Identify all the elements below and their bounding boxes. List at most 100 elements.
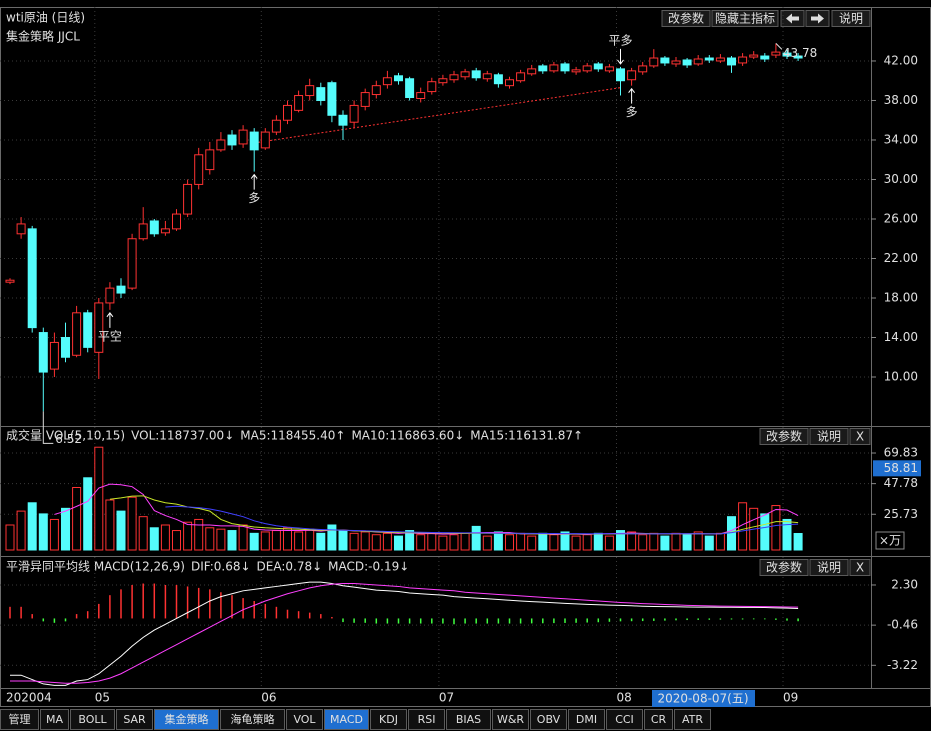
tab[interactable]: DMI [568,709,605,730]
button[interactable]: 改参数 [661,10,711,27]
button-label[interactable]: 改参数 [668,11,704,26]
tab-box[interactable] [530,709,567,730]
candle-body [327,82,337,116]
arrow-left-button[interactable] [780,10,805,27]
tab-label[interactable]: 管理 [9,712,31,726]
tab[interactable]: MA [40,709,69,730]
tab-label[interactable]: ATR [682,713,703,726]
tab-label[interactable]: VOL [293,713,316,726]
candle-body [94,302,104,353]
button-box[interactable] [711,10,779,27]
tab-label[interactable]: BIAS [456,713,481,726]
y-tick-label: -3.22 [887,658,918,672]
arrow-right-button[interactable] [805,10,830,27]
cursor-value: 58.81 [884,461,918,475]
tab-box[interactable] [324,709,369,730]
tab-box[interactable] [606,709,643,730]
candle-body [660,57,670,64]
tab-label[interactable]: RSI [418,713,436,726]
tab-box[interactable] [286,709,323,730]
tab[interactable]: RSI [408,709,445,730]
tab[interactable]: CR [644,709,673,730]
button-label[interactable]: 说明 [817,429,841,444]
button[interactable]: 说明 [831,10,871,27]
tab[interactable]: 集金策略 [154,709,219,730]
volume-bar [5,524,15,551]
tab-label[interactable]: MACD [330,713,363,726]
volume-bar [205,527,215,551]
indicator-line [10,581,799,686]
tab-label[interactable]: W&R [497,713,524,726]
tab[interactable]: 海龟策略 [220,709,285,730]
button-label[interactable]: 说明 [817,560,841,575]
button-label[interactable]: 说明 [839,11,863,26]
tab-box[interactable] [446,709,491,730]
volume-bar [260,531,270,551]
tab[interactable]: CCI [606,709,643,730]
tab-label[interactable]: 集金策略 [165,712,209,726]
tab-box[interactable] [370,709,407,730]
tab-label[interactable]: SAR [123,713,146,726]
button-box[interactable] [831,10,871,27]
candle-body [160,228,170,234]
button-label[interactable]: 改参数 [766,429,802,444]
button-box[interactable] [809,559,849,576]
volume-bar [704,535,714,551]
button-box[interactable] [809,428,849,445]
volume-bar [516,532,526,551]
tab[interactable]: MACD [324,709,369,730]
candle-body [83,312,93,348]
tab[interactable]: OBV [530,709,567,730]
candle-body [582,65,592,72]
button[interactable]: 隐藏主指标 [711,10,779,27]
button-label[interactable]: X [856,561,864,575]
y-tick-label: 14.00 [884,330,918,344]
button-box[interactable] [661,10,711,27]
button-box[interactable] [849,559,871,576]
tab-box[interactable] [40,709,69,730]
volume-bar [627,531,637,551]
readout: DEA:0.78↓ [257,560,323,574]
tab-box[interactable] [0,709,39,730]
button[interactable]: 改参数 [759,559,809,576]
tab-box[interactable] [644,709,673,730]
volume-bar [438,535,448,551]
tab-label[interactable]: 海龟策略 [231,712,275,726]
tab-label[interactable]: CCI [615,713,634,726]
tab-box[interactable] [116,709,153,730]
tab-box[interactable] [70,709,115,730]
tab-label[interactable]: DMI [576,713,597,726]
tab[interactable]: BOLL [70,709,115,730]
button-label[interactable]: X [856,430,864,444]
tab-box[interactable] [568,709,605,730]
button-box[interactable] [849,428,871,445]
tab-label[interactable]: CR [651,713,667,726]
tab-box[interactable] [492,709,529,730]
button[interactable]: 说明 [809,428,849,445]
tab-box[interactable] [408,709,445,730]
button[interactable]: 说明 [809,559,849,576]
tab-label[interactable]: BOLL [78,713,107,726]
tab[interactable]: 管理 [0,709,39,730]
tab[interactable]: VOL [286,709,323,730]
button-label[interactable]: 隐藏主指标 [715,11,775,26]
button-box[interactable] [759,559,809,576]
button[interactable]: X [849,559,871,576]
tab-box[interactable] [674,709,711,730]
button[interactable]: 改参数 [759,428,809,445]
unit-label: ×万 [879,534,901,548]
tab-label[interactable]: KDJ [379,713,398,726]
tab-box[interactable] [154,709,219,730]
tab[interactable]: KDJ [370,709,407,730]
tab-label[interactable]: MA [46,713,63,726]
button[interactable]: X [849,428,871,445]
button-label[interactable]: 改参数 [766,560,802,575]
button-box[interactable] [759,428,809,445]
tab[interactable]: ATR [674,709,711,730]
tab[interactable]: W&R [492,709,529,730]
tab-box[interactable] [220,709,285,730]
tab-label[interactable]: OBV [537,713,561,726]
candle-body [216,139,226,151]
tab[interactable]: SAR [116,709,153,730]
tab[interactable]: BIAS [446,709,491,730]
